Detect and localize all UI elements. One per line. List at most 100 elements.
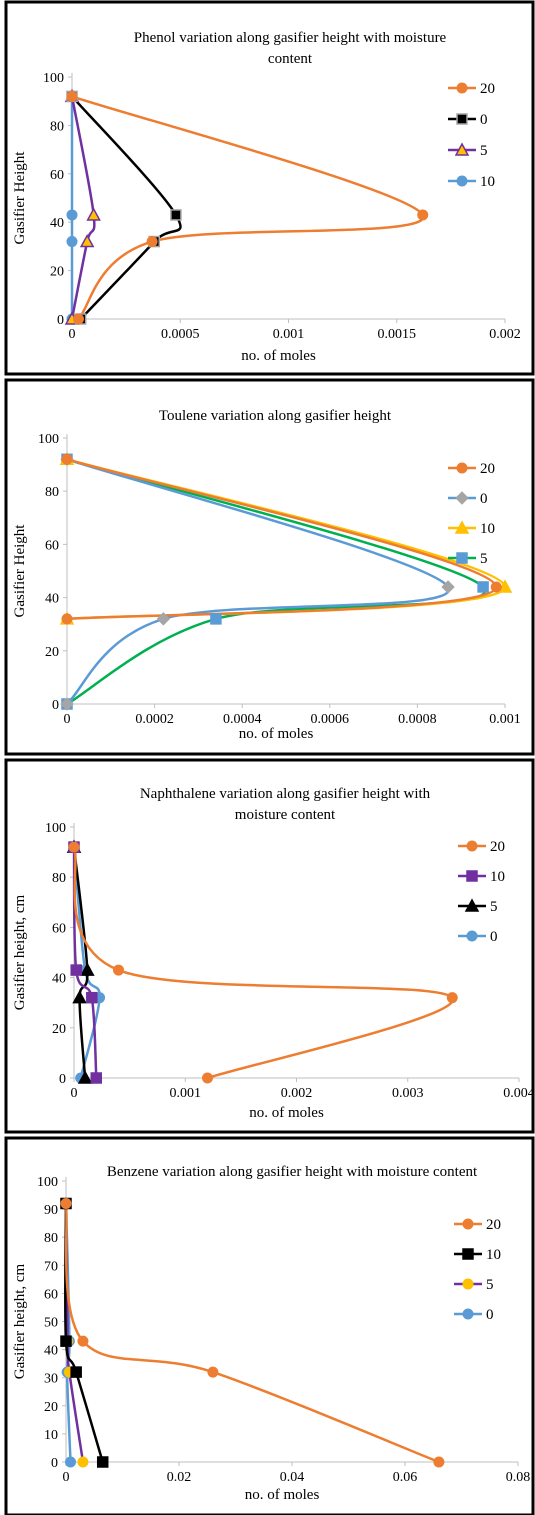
legend-item-0: 0 (448, 491, 488, 507)
x-axis-title: no. of moles (241, 348, 316, 364)
chart-phenol: Phenol variation along gasifier height w… (0, 0, 535, 378)
chart-toulene-svg: Toulene variation along gasifier height 0… (4, 378, 535, 756)
y-tick-label: 60 (50, 168, 64, 183)
y-tick-label: 0 (52, 698, 59, 713)
data-point (66, 90, 78, 102)
legend-swatch-marker (464, 898, 480, 912)
x-tick-label: 0.001 (170, 1086, 202, 1101)
chart-title-line: moisture content (235, 807, 336, 823)
legend-item-0: 0 (454, 1307, 494, 1323)
chart-frame (4, 1136, 535, 1515)
data-point (61, 453, 73, 465)
legend-item-5: 5 (448, 142, 488, 159)
x-tick-label: 0 (63, 1470, 70, 1485)
legend-item-5: 5 (458, 898, 498, 915)
legend-label: 5 (480, 551, 488, 567)
chart-title-line: Phenol variation along gasifier height w… (134, 30, 447, 46)
series-line-20 (71, 95, 425, 320)
legend-label: 5 (480, 143, 488, 159)
legend-label: 5 (490, 899, 498, 915)
legend-item-10: 10 (458, 869, 505, 885)
x-tick-label: 0.004 (503, 1086, 535, 1101)
data-point (417, 209, 429, 221)
series-line-0 (66, 458, 450, 705)
series-line-5 (70, 96, 96, 320)
y-tick-label: 20 (52, 1022, 66, 1037)
series-markers-0 (60, 452, 455, 711)
legend-label: 10 (480, 521, 495, 537)
data-point (96, 1456, 109, 1468)
x-tick-label: 0.0006 (311, 712, 350, 727)
y-tick-label: 0 (51, 1456, 58, 1471)
series-line-10 (63, 1203, 104, 1463)
y-tick-label: 40 (50, 216, 64, 231)
chart-title-line: Benzene variation along gasifier height … (107, 1164, 478, 1180)
legend-swatch-marker (456, 82, 468, 94)
legend-label: 5 (486, 1277, 494, 1293)
x-axis-title: no. of moles (245, 1487, 320, 1503)
series-markers-20 (60, 1197, 445, 1468)
x-tick-label: 0 (64, 712, 71, 727)
data-point (80, 962, 95, 976)
legend-swatch-marker (466, 840, 478, 852)
y-tick-label: 100 (37, 1175, 58, 1190)
y-tick-label: 50 (44, 1316, 58, 1331)
y-tick-label: 70 (44, 1259, 58, 1274)
series-line-20 (64, 1203, 440, 1464)
chart-naphthalene: Naphthalene variation along gasifier hei… (0, 756, 535, 1134)
data-point (60, 697, 74, 711)
legend-item-5: 5 (448, 551, 488, 567)
y-tick-label: 60 (44, 1287, 58, 1302)
legend-swatch-marker (466, 930, 478, 942)
data-point (77, 1456, 89, 1468)
x-tick-label: 0.08 (506, 1470, 531, 1485)
series-markers-20 (68, 841, 458, 1084)
x-tick-label: 0.002 (489, 327, 521, 342)
legend-item-0: 0 (458, 929, 498, 945)
series-line-5 (72, 846, 89, 1079)
chart-frame (4, 758, 535, 1134)
legend-label: 10 (490, 869, 505, 885)
data-point (477, 581, 489, 593)
data-point (77, 1070, 93, 1084)
legend-label: 20 (480, 81, 495, 97)
chart-frame (4, 0, 535, 376)
data-point (60, 1335, 72, 1347)
legend-label: 0 (490, 929, 498, 945)
data-point (72, 990, 87, 1004)
x-tick-label: 0 (69, 327, 76, 342)
data-point (66, 236, 78, 248)
legend-label: 0 (480, 112, 488, 128)
data-point (490, 581, 502, 593)
series-markers-20 (66, 90, 429, 325)
legend-swatch-marker (456, 113, 468, 125)
legend-item-10: 10 (448, 520, 495, 537)
data-point (146, 236, 158, 248)
legend-item-20: 20 (454, 1217, 501, 1233)
legend-item-10: 10 (448, 174, 495, 190)
y-tick-label: 60 (52, 921, 66, 936)
y-tick-label: 100 (38, 432, 59, 447)
series-line-0 (72, 846, 101, 1079)
legend-label: 20 (486, 1217, 501, 1233)
legend-swatch-marker (456, 552, 468, 564)
y-tick-label: 80 (50, 119, 64, 134)
series-markers-0 (66, 90, 182, 325)
x-tick-label: 0.06 (393, 1470, 418, 1485)
chart-toulene: Toulene variation along gasifier height 0… (0, 378, 535, 756)
x-tick-label: 0.001 (273, 327, 305, 342)
series-line-5 (66, 458, 487, 706)
y-tick-label: 80 (52, 871, 66, 886)
data-point (433, 1456, 445, 1468)
x-tick-label: 0 (71, 1086, 78, 1101)
data-point (113, 964, 124, 976)
series-markers-20 (61, 453, 502, 625)
y-tick-label: 30 (44, 1372, 58, 1387)
legend-swatch-marker (455, 491, 469, 505)
data-point (210, 613, 222, 625)
y-tick-label: 100 (45, 821, 66, 836)
data-point (70, 1366, 82, 1378)
series-line-10 (66, 458, 507, 621)
data-point (170, 209, 182, 221)
y-tick-label: 0 (59, 1072, 66, 1087)
